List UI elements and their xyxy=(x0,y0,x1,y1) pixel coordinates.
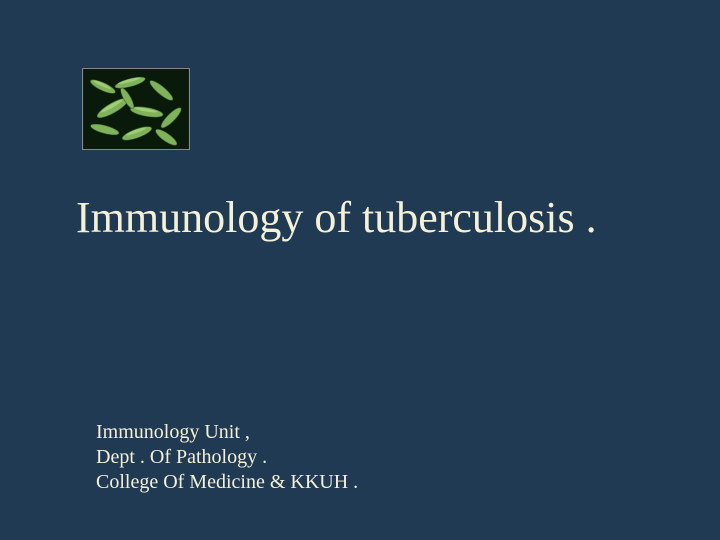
bacteria-image xyxy=(82,68,190,150)
affiliation-block: Immunology Unit , Dept . Of Pathology . … xyxy=(96,420,358,495)
affiliation-line-2: Dept . Of Pathology . xyxy=(96,445,358,470)
affiliation-line-3: College Of Medicine & KKUH . xyxy=(96,470,358,495)
bacteria-micrograph-icon xyxy=(83,69,189,149)
slide: Immunology of tuberculosis . Immunology … xyxy=(0,0,720,540)
affiliation-line-1: Immunology Unit , xyxy=(96,420,358,445)
slide-title: Immunology of tuberculosis . xyxy=(76,192,597,243)
